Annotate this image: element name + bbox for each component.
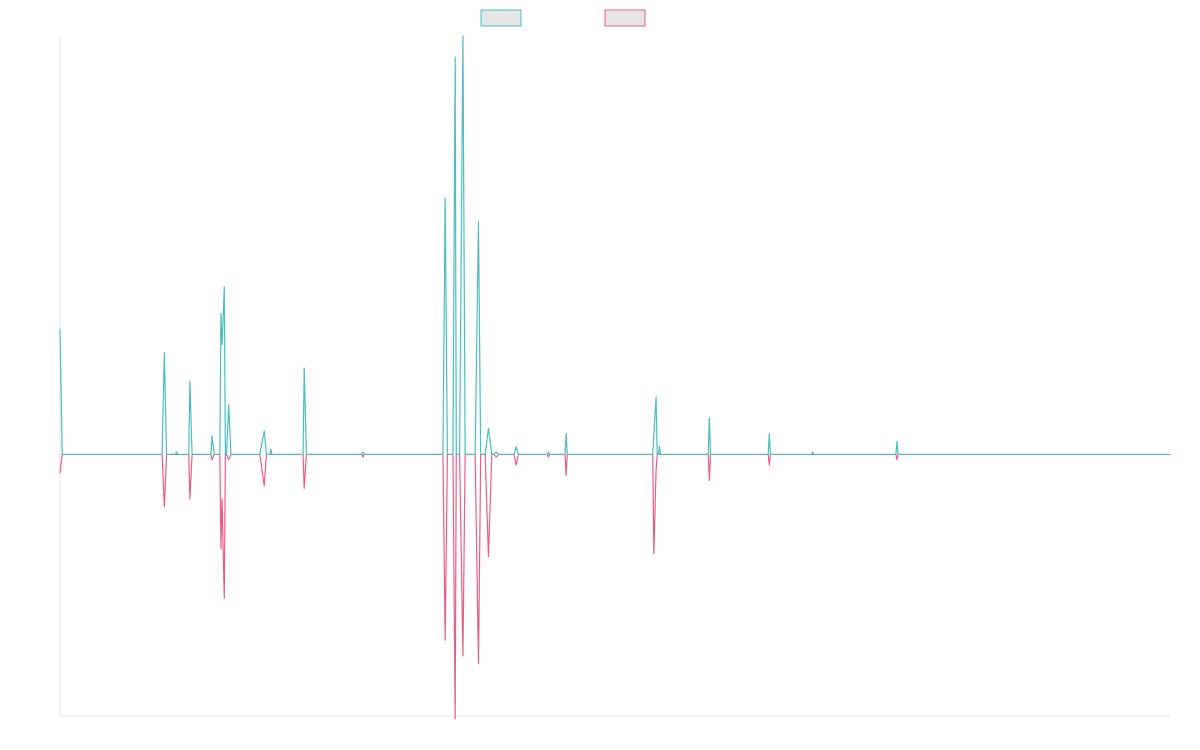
legend-swatch-1[interactable] bbox=[480, 9, 522, 27]
chart-legend[interactable] bbox=[480, 9, 646, 27]
chart-axes bbox=[59, 36, 1170, 717]
series-layer bbox=[59, 35, 1171, 720]
legend-swatch-2[interactable] bbox=[604, 9, 646, 27]
series-line-1 bbox=[59, 35, 1171, 456]
series-line-2 bbox=[59, 453, 1171, 720]
